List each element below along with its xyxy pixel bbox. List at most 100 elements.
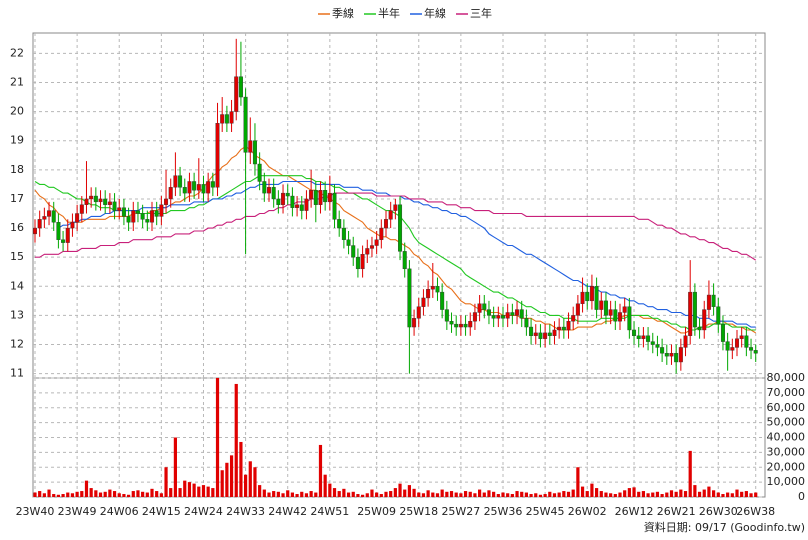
candle-body bbox=[613, 309, 618, 322]
volume-bar bbox=[716, 492, 720, 497]
x-tick-label: 23W49 bbox=[58, 505, 97, 518]
candle-body bbox=[416, 306, 421, 319]
candle-body bbox=[669, 353, 674, 357]
volume-bar bbox=[683, 491, 688, 497]
candle-body bbox=[557, 326, 562, 331]
candle-body bbox=[519, 309, 524, 319]
volume-bar bbox=[627, 488, 631, 497]
volume-bar bbox=[566, 491, 571, 497]
candle-body bbox=[482, 303, 487, 310]
candle-body bbox=[290, 195, 295, 208]
volume-bar bbox=[487, 490, 491, 497]
volume-bar bbox=[201, 485, 206, 497]
volume-bar bbox=[562, 491, 566, 497]
volume-bar bbox=[398, 483, 402, 497]
x-tick-label: 24W42 bbox=[268, 505, 307, 518]
candle-body bbox=[725, 341, 730, 351]
volume-bar bbox=[393, 488, 397, 497]
candle-body bbox=[229, 111, 234, 124]
candle-body bbox=[56, 222, 61, 240]
volume-bar bbox=[342, 488, 346, 497]
volume-bar bbox=[440, 489, 444, 497]
volume-bar bbox=[646, 493, 650, 497]
volume-bar bbox=[173, 437, 177, 497]
volume-bar bbox=[712, 490, 716, 497]
volume-bar bbox=[38, 491, 42, 497]
volume-bar bbox=[206, 486, 210, 497]
volume-tick-label: 0 bbox=[798, 490, 805, 503]
candle-body bbox=[196, 184, 201, 191]
legend-label: 季線 bbox=[332, 6, 354, 20]
candle-body bbox=[599, 300, 604, 310]
x-tick-label: 24W06 bbox=[100, 505, 139, 518]
candle-body bbox=[552, 329, 557, 336]
candle-body bbox=[608, 309, 613, 316]
candle-body bbox=[355, 256, 360, 270]
candle-body bbox=[641, 335, 646, 339]
volume-bar bbox=[248, 461, 252, 497]
candle-body bbox=[636, 335, 641, 339]
volume-bar bbox=[136, 490, 140, 497]
candle-body bbox=[121, 207, 126, 217]
volume-bar bbox=[286, 490, 290, 497]
volume-bar bbox=[580, 486, 585, 497]
candle-body bbox=[529, 326, 534, 336]
candle-body bbox=[271, 187, 276, 200]
volume-bar bbox=[131, 491, 135, 497]
candle-body bbox=[42, 216, 47, 220]
volume-bar bbox=[754, 492, 758, 497]
y-tick-label: 21 bbox=[10, 75, 24, 88]
volume-bar bbox=[693, 485, 697, 497]
candle-body bbox=[543, 332, 548, 339]
volume-bar bbox=[749, 493, 753, 497]
candle-body bbox=[79, 204, 84, 214]
volume-bar bbox=[351, 491, 355, 497]
volume-bar bbox=[407, 485, 411, 497]
volume-bar bbox=[590, 483, 594, 497]
volume-bar bbox=[239, 441, 243, 497]
candle-body bbox=[98, 198, 103, 203]
volume-bar bbox=[571, 489, 575, 497]
volume-bar bbox=[655, 491, 660, 497]
volume-bar bbox=[262, 489, 266, 497]
candle-body bbox=[585, 291, 590, 302]
volume-bar bbox=[281, 493, 285, 497]
candle-body bbox=[505, 312, 510, 319]
volume-bar bbox=[529, 494, 533, 497]
volume-bar bbox=[52, 494, 56, 497]
volume-bar bbox=[314, 492, 318, 497]
candle-body bbox=[571, 315, 576, 322]
x-tick-label: 26W02 bbox=[568, 505, 607, 518]
volume-bar bbox=[375, 492, 379, 497]
candle-body bbox=[533, 332, 538, 336]
volume-bar bbox=[169, 488, 173, 497]
candle-body bbox=[688, 291, 693, 336]
volume-bar bbox=[80, 491, 84, 497]
candle-body bbox=[412, 318, 417, 328]
candle-body bbox=[706, 294, 711, 310]
volume-bar bbox=[609, 493, 613, 497]
volume-bar bbox=[651, 492, 655, 497]
volume-bar bbox=[669, 490, 674, 497]
volume-tick-label: 50,000 bbox=[767, 416, 806, 429]
volume-bar bbox=[623, 490, 627, 497]
volume-bar bbox=[337, 491, 341, 497]
candle-body bbox=[84, 198, 89, 205]
candle-body bbox=[458, 323, 463, 328]
volume-bar bbox=[697, 491, 702, 497]
candle-body bbox=[149, 210, 154, 223]
volume-tick-label: 70,000 bbox=[767, 386, 806, 399]
volume-bar bbox=[632, 487, 636, 497]
x-tick-label: 25W18 bbox=[399, 505, 438, 518]
candle-body bbox=[107, 201, 112, 205]
x-tick-label: 25W36 bbox=[484, 505, 523, 518]
volume-bar bbox=[435, 493, 440, 497]
volume-bar bbox=[197, 486, 201, 497]
volume-bar bbox=[229, 455, 234, 497]
x-tick-label: 24W15 bbox=[142, 505, 181, 518]
candle-body bbox=[678, 347, 683, 363]
candle-body bbox=[454, 323, 459, 328]
x-tick-label: 26W30 bbox=[699, 505, 738, 518]
candle-body bbox=[402, 251, 407, 270]
volume-bar bbox=[70, 493, 75, 497]
